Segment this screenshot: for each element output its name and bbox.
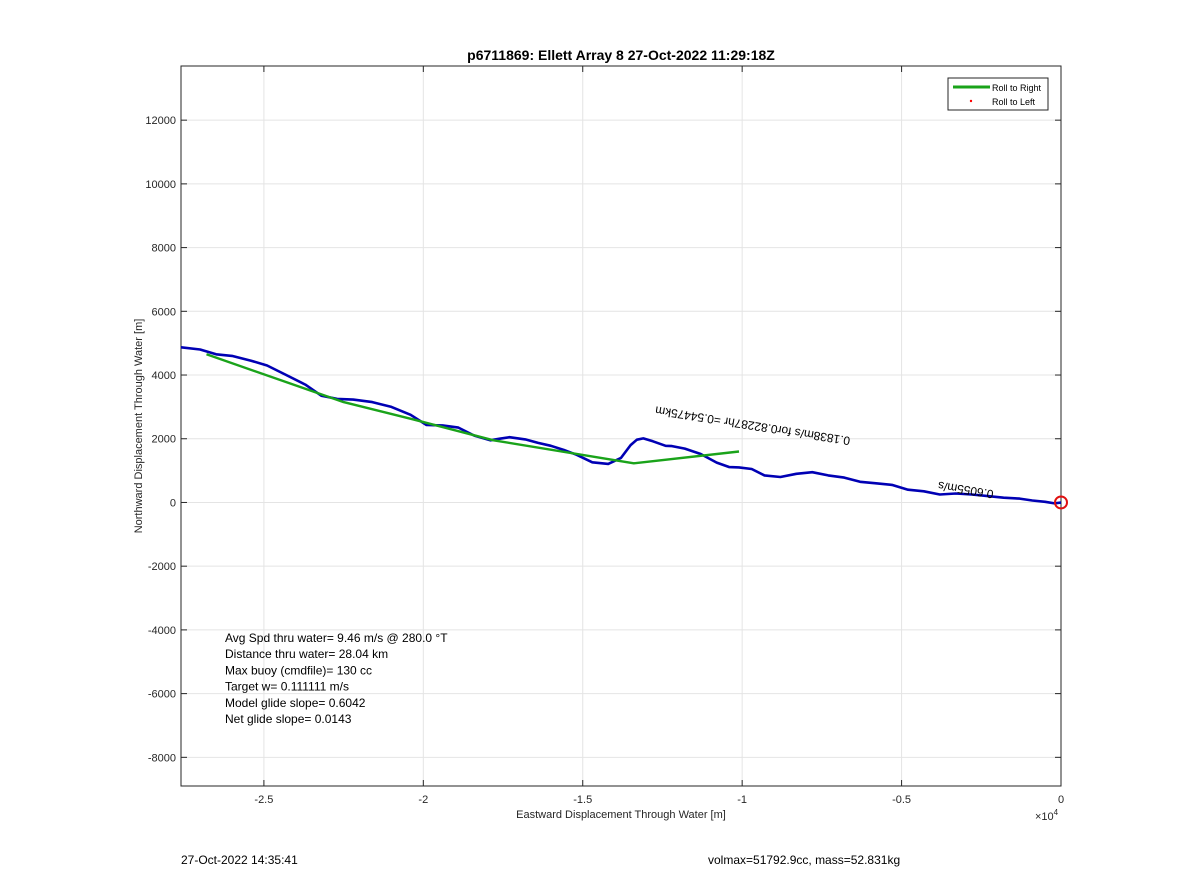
- y-tick-label: -2000: [148, 561, 176, 573]
- chart-title: p6711869: Ellett Array 8 27-Oct-2022 11:…: [467, 47, 775, 63]
- series-roll-right-line: [206, 353, 740, 465]
- plot-area: [181, 66, 1061, 786]
- legend-roll-left-swatch: [969, 99, 973, 103]
- footer-vol-mass: volmax=51792.9cc, mass=52.831kg: [708, 853, 901, 867]
- y-tick-label: 12000: [145, 115, 176, 127]
- stats-line: Max buoy (cmdfile)= 130 cc: [225, 663, 372, 677]
- stats-line: Target w= 0.111111 m/s: [225, 680, 349, 694]
- footer-timestamp: 27-Oct-2022 14:35:41: [181, 853, 298, 867]
- stats-line: Net glide slope= 0.0143: [225, 712, 352, 726]
- legend-box: [947, 77, 1049, 111]
- y-axis-label: Northward Displacement Through Water [m]: [133, 319, 145, 534]
- legend-roll-right-label: Roll to Right: [992, 83, 1042, 93]
- legend-roll-left-label: Roll to Left: [992, 97, 1036, 107]
- stats-line: Avg Spd thru water= 9.46 m/s @ 280.0 °T: [225, 631, 448, 645]
- x-tick-label: 0: [1058, 794, 1064, 806]
- x-exponent-label: ×104: [1035, 808, 1059, 823]
- y-tick-label: 2000: [152, 434, 176, 446]
- y-tick-label: 0: [170, 497, 176, 509]
- axes-box: [180, 65, 1062, 787]
- data-layer: [181, 346, 1061, 505]
- stats-line: Distance thru water= 28.04 km: [225, 647, 388, 661]
- x-tick-label: -1: [737, 794, 747, 806]
- y-tick-label: 8000: [152, 243, 176, 255]
- y-tick-label: -6000: [148, 689, 176, 701]
- y-tick-label: 4000: [152, 370, 176, 382]
- y-tick-label: 10000: [145, 179, 176, 191]
- x-tick-label: -2: [418, 794, 428, 806]
- end-marker: [1054, 495, 1068, 510]
- series-track-line: [181, 346, 1061, 505]
- stats-line: Model glide slope= 0.6042: [225, 696, 366, 710]
- x-tick-label: -1.5: [573, 794, 592, 806]
- x-tick-label: -2.5: [254, 794, 273, 806]
- y-tick-label: -8000: [148, 752, 176, 764]
- x-axis-label: Eastward Displacement Through Water [m]: [516, 809, 726, 821]
- y-tick-label: -4000: [148, 625, 176, 637]
- x-tick-label: -0.5: [892, 794, 911, 806]
- y-tick-label: 6000: [152, 306, 176, 318]
